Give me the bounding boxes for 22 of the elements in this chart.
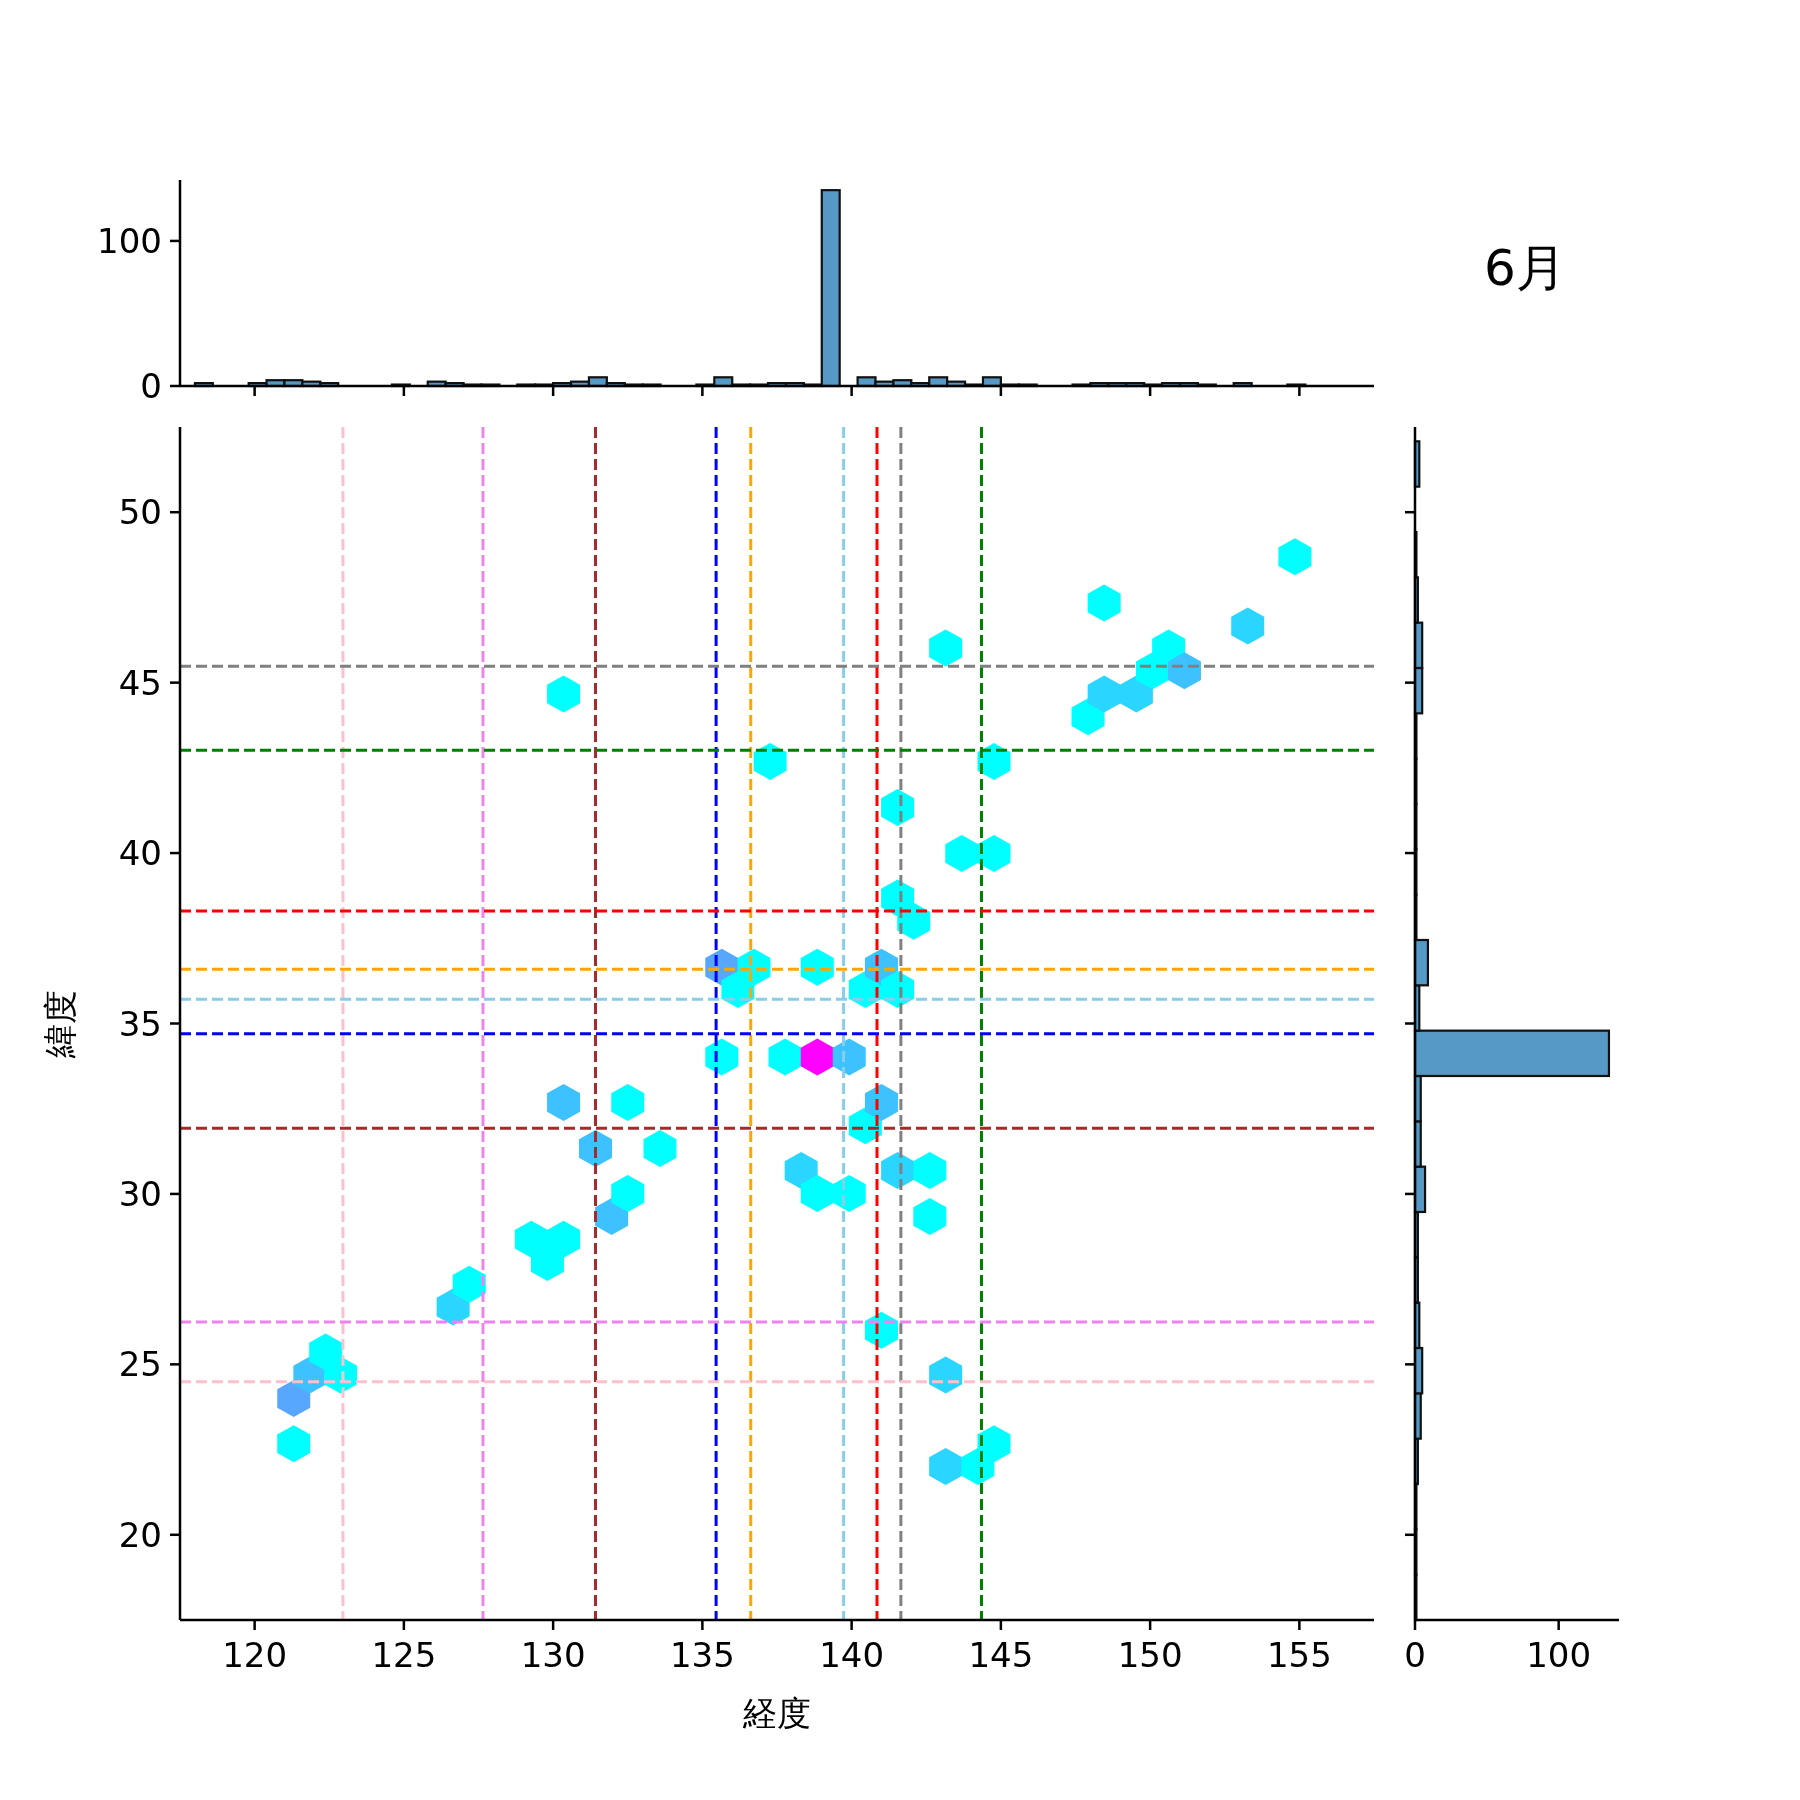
x-tick-label: 155	[1266, 1635, 1332, 1675]
y-tick-label: 45	[118, 662, 162, 703]
y-tick-label: 20	[118, 1514, 162, 1555]
x-tick-label: 125	[371, 1635, 437, 1675]
y-tick-label: 100	[97, 220, 162, 261]
y-tick-label: 25	[118, 1344, 162, 1385]
x-tick-label: 145	[968, 1635, 1034, 1675]
y-tick-label: 0	[140, 366, 162, 406]
x-tick-label: 150	[1117, 1635, 1183, 1675]
y-axis-title: 緯度	[40, 989, 80, 1059]
x-tick-label: 140	[819, 1635, 885, 1675]
chart-title: 6月	[1484, 239, 1566, 297]
x-tick-label: 130	[520, 1635, 586, 1675]
x-tick-label: 0	[1404, 1635, 1426, 1675]
y-tick-label: 50	[118, 492, 162, 533]
y-tick-label: 35	[118, 1003, 162, 1044]
x-tick-label: 120	[222, 1635, 288, 1675]
x-tick-label: 135	[669, 1635, 735, 1675]
x-axis-title: 経度	[742, 1693, 811, 1733]
y-tick-label: 40	[118, 833, 162, 874]
y-tick-label: 30	[118, 1173, 162, 1214]
x-tick-label: 100	[1526, 1635, 1592, 1675]
